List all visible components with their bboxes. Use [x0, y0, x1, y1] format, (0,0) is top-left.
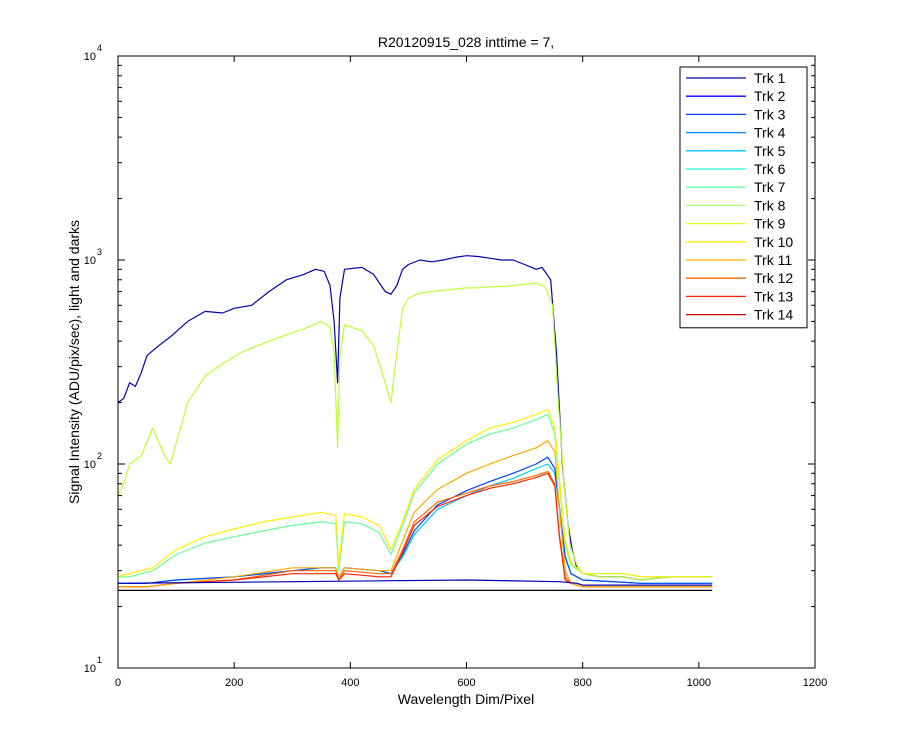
y-tick-label-exponent: 2 — [97, 451, 102, 461]
chart-title: R20120915_028 inttime = 7, — [378, 34, 554, 50]
series-line-3 — [118, 413, 713, 578]
legend-entry-label: Trk 3 — [754, 106, 786, 122]
legend-entry-label: Trk 6 — [754, 161, 786, 177]
y-tick-label-exponent: 3 — [97, 247, 102, 257]
y-axis-label: Signal Intensity (ADU/pix/sec), light an… — [66, 220, 82, 504]
series-line-8 — [118, 472, 713, 588]
x-tick-label: 1200 — [803, 677, 827, 689]
series-layer — [117, 255, 713, 592]
y-tick-label-base: 10 — [84, 255, 96, 267]
legend-entry-label: Trk 5 — [754, 143, 786, 159]
series-line-9 — [118, 440, 713, 588]
legend: Trk 1 Trk 2 Trk 3 Trk 4 Trk 5 Trk 6 Trk 7 Trk 8… — [679, 66, 808, 329]
y-tick-label-base: 10 — [84, 51, 96, 63]
y-tick-label-exponent: 1 — [97, 655, 102, 665]
series-line-10 — [117, 579, 713, 586]
legend-entry-label: Trk 8 — [754, 197, 786, 213]
legend-entry-label: Trk 10 — [754, 234, 793, 250]
x-axis-label: Wavelength Dim/Pixel — [398, 691, 534, 707]
legend-entry-label: Trk 7 — [754, 179, 786, 195]
x-tick-label: 400 — [341, 677, 359, 689]
series-line-4 — [117, 408, 713, 578]
x-tick-label: 0 — [115, 677, 121, 689]
legend-entry-label: Trk 2 — [754, 88, 786, 104]
x-tick-label: 800 — [573, 677, 591, 689]
x-tick-label: 600 — [457, 677, 475, 689]
legend-entry-label: Trk 13 — [754, 288, 793, 304]
legend-box — [679, 66, 808, 329]
series-line-2 — [117, 282, 713, 581]
legend-entry-label: Trk 12 — [754, 270, 793, 286]
legend-entry-label: Trk 14 — [754, 307, 793, 323]
x-tick-label: 200 — [225, 677, 243, 689]
legend-entry-label: Trk 9 — [754, 216, 786, 232]
x-tick-label: 1000 — [687, 677, 711, 689]
y-tick-label-base: 10 — [84, 459, 96, 471]
legend-entry-label: Trk 4 — [754, 125, 786, 141]
legend-entry-label: Trk 1 — [754, 70, 786, 86]
y-tick-label-base: 10 — [84, 663, 96, 675]
legend-entry-label: Trk 11 — [754, 252, 792, 268]
y-tick-label-exponent: 4 — [97, 43, 102, 53]
